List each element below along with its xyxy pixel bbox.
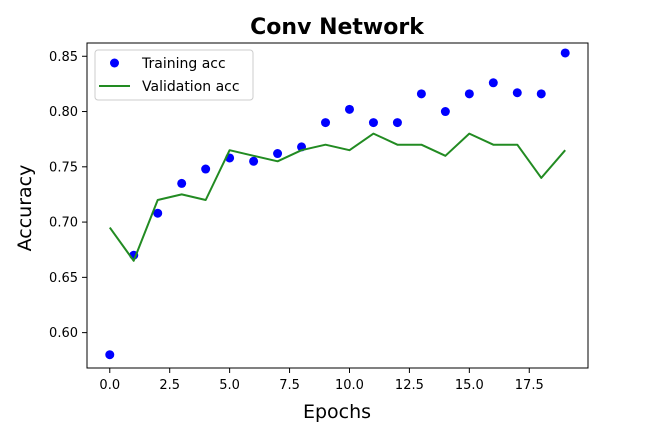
training-acc-point xyxy=(392,118,402,128)
training-acc-point xyxy=(273,149,283,159)
y-tick-label: 0.65 xyxy=(49,271,78,286)
x-tick-label: 2.5 xyxy=(159,378,180,393)
legend-marker-swatch xyxy=(110,58,119,68)
training-acc-point xyxy=(105,350,115,360)
training-acc-point xyxy=(344,104,354,114)
training-acc-point xyxy=(464,89,474,99)
legend-box xyxy=(94,49,254,101)
y-tick-label: 0.60 xyxy=(49,326,78,341)
x-tick-label: 5.0 xyxy=(219,378,240,393)
axis-ticks: 0.0 2.5 5.0 7.5 10.0 12.5 15.0 17.5 0.60 0.65 0.70… xyxy=(49,50,544,393)
training-acc-point xyxy=(560,48,570,58)
legend-label: Training acc xyxy=(141,56,226,72)
x-tick-label: 17.5 xyxy=(515,378,544,393)
axes-frame xyxy=(86,42,589,369)
validation-acc-line xyxy=(108,132,566,262)
training-acc-point xyxy=(488,78,498,88)
y-tick-label: 0.75 xyxy=(49,160,78,175)
training-acc-point xyxy=(153,208,163,218)
x-tick-label: 12.5 xyxy=(395,378,424,393)
y-tick-label: 0.80 xyxy=(49,105,78,120)
legend: Training acc Validation acc xyxy=(94,49,254,101)
x-tick-label: 15.0 xyxy=(455,378,484,393)
x-axis-label: Epochs xyxy=(303,401,371,423)
plot-area xyxy=(105,48,570,360)
x-tick-label: 0.0 xyxy=(99,378,120,393)
x-tick-label: 10.0 xyxy=(335,378,364,393)
y-tick-label: 0.70 xyxy=(49,216,78,231)
training-acc-point xyxy=(512,88,522,98)
x-tick-label: 7.5 xyxy=(279,378,300,393)
training-acc-point xyxy=(416,89,426,99)
training-acc-point xyxy=(321,118,331,128)
chart-title: Conv Network xyxy=(250,15,425,40)
training-acc-point xyxy=(249,156,259,166)
legend-label: Validation acc xyxy=(142,79,240,95)
training-acc-point xyxy=(536,89,546,99)
training-acc-point xyxy=(201,164,211,174)
training-acc-point xyxy=(440,107,450,117)
y-tick-label: 0.85 xyxy=(49,50,78,65)
training-acc-point xyxy=(368,118,378,128)
training-acc-point xyxy=(177,178,187,188)
y-axis-label: Accuracy xyxy=(14,165,36,252)
